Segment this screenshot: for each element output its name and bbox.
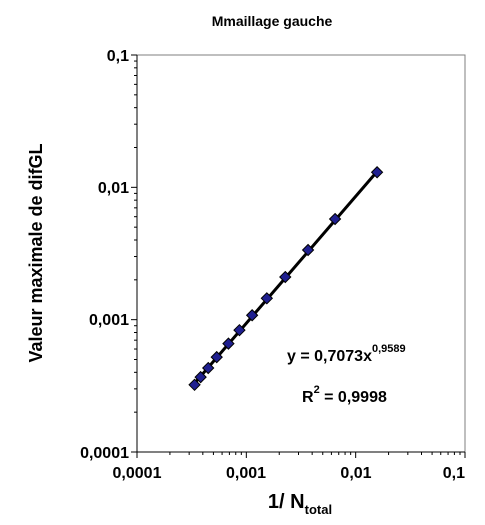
data-point — [279, 270, 292, 284]
data-points — [188, 166, 384, 392]
equation-base: y = 0,7073x — [287, 348, 372, 365]
r2-annotation: R2 = 0,9998 — [302, 384, 387, 406]
x-tick-label-0: 0,0001 — [113, 465, 162, 482]
data-point — [260, 292, 274, 305]
y-tick-label-3: 0,1 — [107, 48, 129, 65]
plot-area — [136, 54, 466, 453]
r2-exponent: 2 — [314, 384, 320, 396]
y-axis-label: Valeur maximale de difGL — [26, 143, 46, 362]
y-tick-label-2: 0,01 — [98, 180, 129, 197]
x-axis-label-main: 1/ N — [268, 491, 305, 513]
data-point — [188, 378, 201, 392]
data-point — [301, 243, 315, 257]
y-tick-label-0: 0,0001 — [80, 445, 129, 462]
x-tick-label-1: 0,001 — [226, 465, 266, 482]
data-point — [328, 212, 342, 226]
x-axis-label: 1/ Ntotal — [268, 491, 332, 517]
data-point — [201, 361, 215, 375]
x-axis-label-subscript: total — [305, 502, 332, 517]
r2-value: = 0,9998 — [320, 389, 387, 406]
x-tick-label-2: 0,01 — [340, 465, 371, 482]
data-point — [370, 166, 384, 179]
data-point — [194, 370, 207, 384]
chart-title: Mmaillage gauche — [212, 13, 333, 29]
data-point — [245, 309, 259, 322]
equation-exponent: 0,9589 — [372, 343, 406, 355]
axis-ticks — [131, 54, 466, 458]
equation-annotation: y = 0,7073x0,9589 — [287, 343, 406, 365]
x-tick-label-3: 0,1 — [443, 465, 465, 482]
y-tick-label-1: 0,001 — [89, 312, 129, 329]
r2-base: R — [302, 389, 314, 406]
data-point — [222, 337, 235, 350]
data-point — [210, 350, 223, 364]
data-point — [233, 323, 246, 337]
